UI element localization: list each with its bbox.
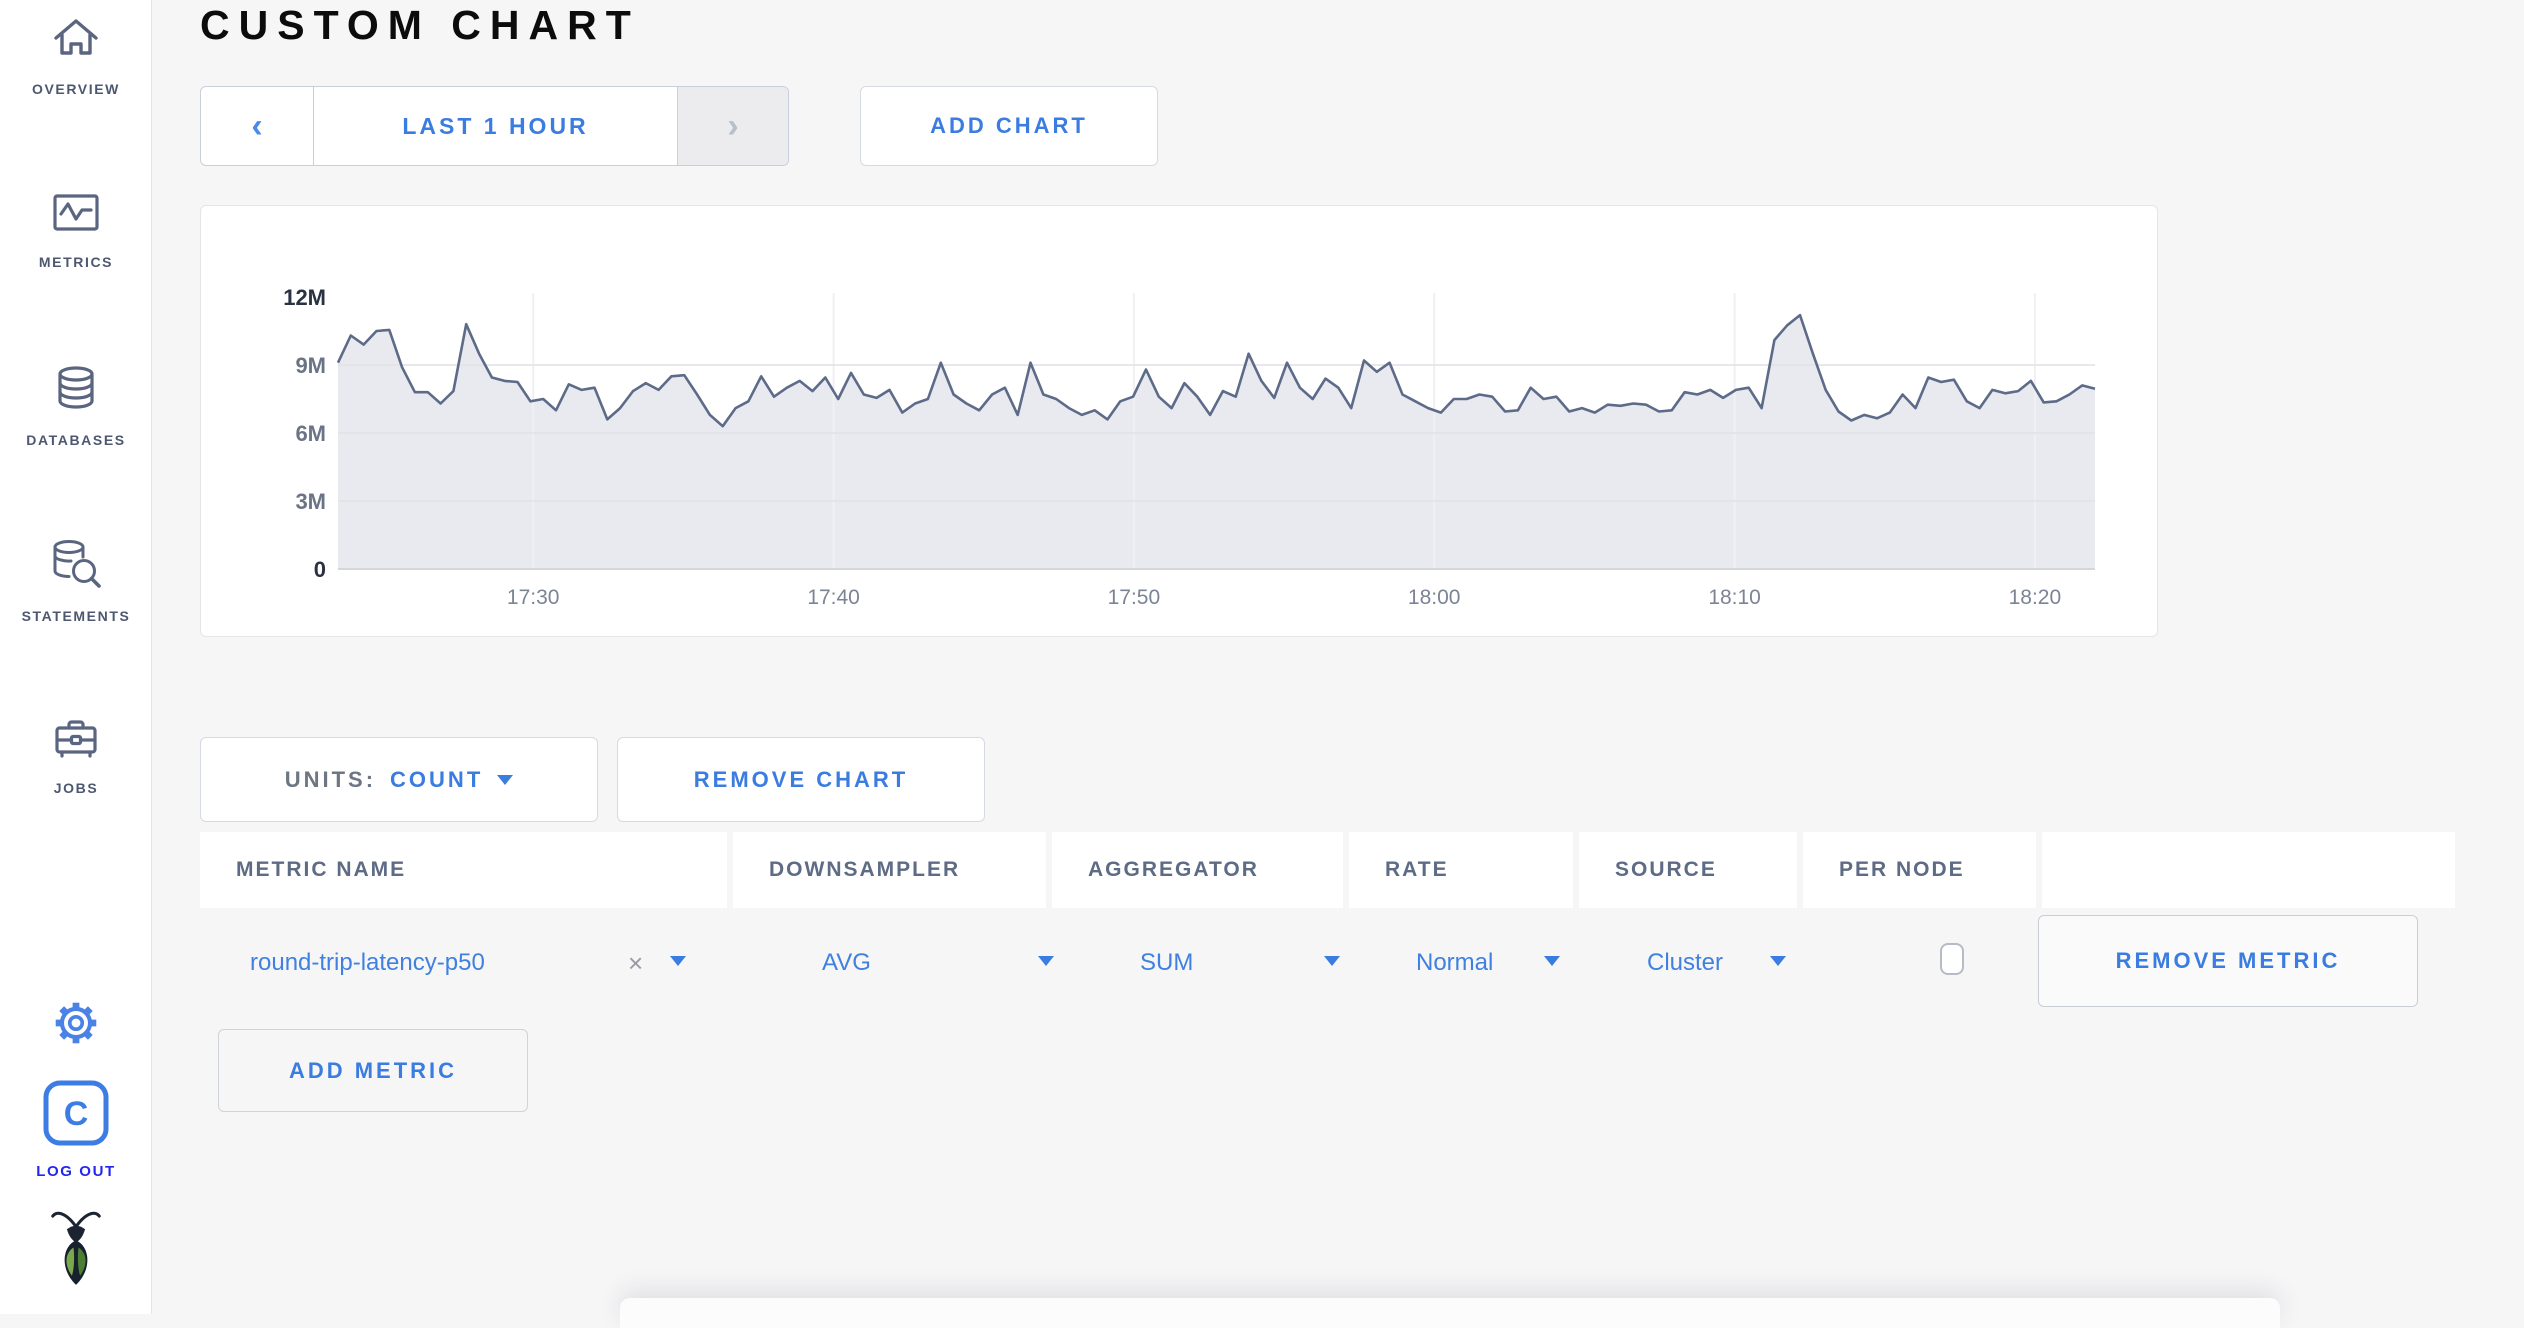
per-node-checkbox[interactable]: [1940, 943, 1964, 975]
custom-chart-area: 0 3M 6M 9M 12M 17:30 17:40 17:50 18:00 18:10 18:20: [283, 285, 2096, 609]
area-fill: [338, 315, 2095, 569]
cockroach-logo: [0, 1205, 152, 1306]
x-tick-label: 18:10: [1708, 586, 1761, 609]
time-range-selector: ‹ LAST 1 HOUR ›: [200, 86, 789, 166]
series-line: [336, 313, 2096, 428]
sidebar-item-label: DATABASES: [26, 432, 126, 448]
table-row: round-trip-latency-p50 × AVG SUM Normal …: [200, 908, 2454, 1018]
next-card-top-edge: [620, 1298, 2280, 1328]
database-icon: [0, 363, 152, 422]
svg-text:C: C: [64, 1095, 89, 1133]
column-header-metric-name: METRIC NAME: [200, 832, 727, 908]
metrics-icon: [0, 187, 152, 244]
units-dropdown[interactable]: UNITS: COUNT: [200, 737, 598, 822]
column-header-source: SOURCE: [1579, 832, 1797, 908]
logout-button[interactable]: C LOG OUT: [0, 1078, 152, 1180]
sidebar-item-overview[interactable]: OVERVIEW: [0, 14, 152, 97]
rate-dropdown[interactable]: Normal: [1416, 949, 1494, 976]
column-header-per-node: PER NODE: [1803, 832, 2036, 908]
chevron-down-icon: [1038, 956, 1054, 966]
home-icon: [0, 14, 152, 71]
metric-name-dropdown[interactable]: round-trip-latency-p50: [250, 949, 485, 976]
sidebar-item-jobs[interactable]: JOBS: [0, 713, 152, 796]
chevron-down-icon[interactable]: [670, 956, 686, 966]
x-tick-label: 18:20: [2009, 586, 2062, 609]
time-range-prev-button[interactable]: ‹: [201, 87, 313, 165]
column-header-aggregator: AGGREGATOR: [1052, 832, 1343, 908]
remove-chart-button[interactable]: REMOVE CHART: [617, 737, 985, 822]
column-header-actions: [2042, 832, 2455, 908]
y-tick-label: 6M: [295, 421, 326, 446]
sidebar-item-label: JOBS: [53, 780, 99, 796]
cockroach-c-icon: C: [0, 1078, 152, 1153]
x-tick-label: 17:30: [507, 586, 560, 609]
source-dropdown[interactable]: Cluster: [1647, 949, 1724, 976]
clear-metric-icon[interactable]: ×: [628, 947, 644, 978]
x-tick-label: 17:50: [1108, 586, 1161, 609]
y-tick-label: 12M: [283, 285, 326, 310]
sidebar-item-statements[interactable]: STATEMENTS: [0, 537, 152, 624]
time-range-next-button[interactable]: ›: [678, 87, 788, 165]
main-content: CUSTOM CHART ‹ LAST 1 HOUR › ADD CHART 0…: [153, 0, 2524, 1328]
chart-card: 0 3M 6M 9M 12M 17:30 17:40 17:50 18:00 18:10 18:20: [200, 205, 2158, 637]
chevron-down-icon: [1324, 956, 1340, 966]
chevron-right-icon: ›: [727, 107, 739, 145]
y-tick-label: 0: [314, 557, 326, 582]
cockroach-bug-icon: [0, 1205, 152, 1306]
y-tick-label: 9M: [295, 353, 326, 378]
sidebar-item-metrics[interactable]: METRICS: [0, 187, 152, 270]
page-title: CUSTOM CHART: [200, 2, 640, 48]
y-tick-label: 3M: [295, 489, 326, 514]
sidebar-item-label: OVERVIEW: [31, 81, 120, 97]
x-tick-label: 18:00: [1408, 586, 1461, 609]
add-chart-button[interactable]: ADD CHART: [860, 86, 1158, 166]
settings-button[interactable]: [0, 997, 152, 1054]
downsampler-dropdown[interactable]: AVG: [822, 949, 871, 976]
sidebar-item-label: METRICS: [38, 254, 114, 270]
chevron-down-icon: [497, 774, 514, 785]
column-header-downsampler: DOWNSAMPLER: [733, 832, 1046, 908]
add-metric-button[interactable]: ADD METRIC: [218, 1029, 528, 1112]
logout-label: LOG OUT: [36, 1163, 116, 1180]
chevron-down-icon: [1544, 956, 1560, 966]
aggregator-dropdown[interactable]: SUM: [1140, 949, 1194, 976]
remove-metric-button[interactable]: REMOVE METRIC: [2038, 915, 2418, 1007]
units-value: COUNT: [390, 766, 484, 792]
chevron-left-icon: ‹: [251, 107, 263, 145]
gear-icon: [0, 997, 152, 1054]
time-range-label: LAST 1 HOUR: [402, 112, 589, 139]
jobs-icon: [0, 713, 152, 770]
chevron-down-icon: [1770, 956, 1786, 966]
sidebar: OVERVIEW METRICS DATABASE: [0, 0, 152, 1314]
sidebar-item-databases[interactable]: DATABASES: [0, 363, 152, 448]
x-tick-label: 17:40: [807, 586, 860, 609]
units-label: UNITS:: [284, 766, 377, 792]
time-range-dropdown[interactable]: LAST 1 HOUR: [313, 87, 678, 165]
sidebar-item-label: STATEMENTS: [21, 608, 131, 624]
column-header-rate: RATE: [1349, 832, 1573, 908]
statements-icon: [0, 537, 152, 598]
